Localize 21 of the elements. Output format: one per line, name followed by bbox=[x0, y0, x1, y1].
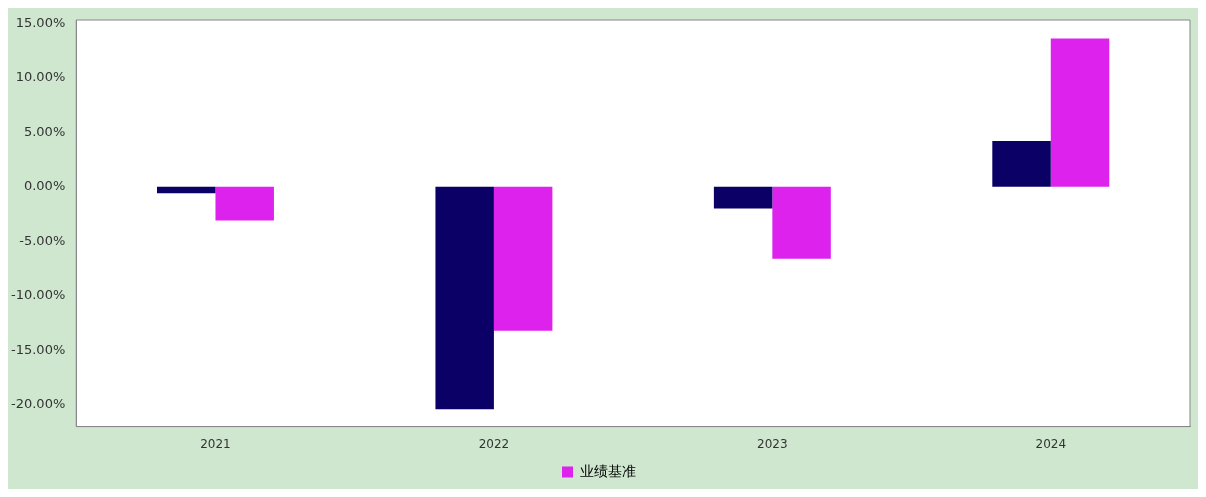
bar bbox=[1050, 38, 1110, 187]
y-tick-label: -15.00% bbox=[10, 341, 66, 357]
x-tick-label: 2024 bbox=[1035, 436, 1067, 451]
bar bbox=[992, 141, 1051, 187]
y-tick-label: 15.00% bbox=[15, 14, 66, 30]
x-tick-label: 2021 bbox=[200, 436, 231, 451]
y-tick-label: 5.00% bbox=[23, 123, 66, 139]
y-tick-label: 0.00% bbox=[23, 178, 66, 194]
bar bbox=[157, 186, 216, 194]
legend-label: 业绩基准 bbox=[580, 462, 636, 479]
bar bbox=[772, 186, 831, 259]
bar bbox=[493, 186, 553, 331]
bar bbox=[435, 186, 494, 410]
y-tick-label: -20.00% bbox=[10, 396, 66, 412]
y-tick-label: 10.00% bbox=[15, 69, 66, 85]
x-tick-label: 2022 bbox=[478, 436, 510, 451]
y-tick-label: -5.00% bbox=[19, 232, 66, 248]
bar bbox=[215, 186, 274, 221]
y-tick-label: -10.00% bbox=[10, 287, 66, 303]
bar bbox=[713, 186, 773, 209]
x-tick-label: 2023 bbox=[757, 436, 788, 451]
